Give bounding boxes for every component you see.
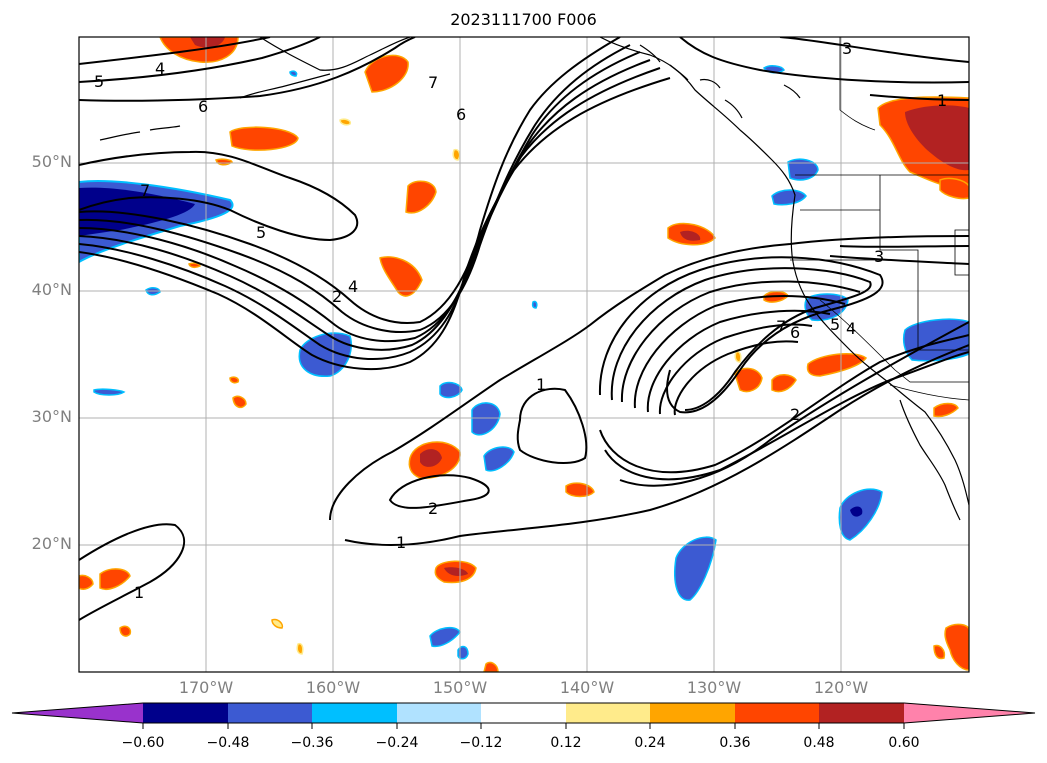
lat-label: 40°N [31, 280, 72, 299]
colorbar-bin [650, 703, 735, 723]
contour-label: 1 [396, 533, 406, 552]
colorbar-tick-label: 0.60 [888, 735, 920, 751]
contour-label: 7 [776, 317, 786, 336]
colorbar-tick-label: −0.48 [206, 735, 250, 751]
contour-labels: 5 4 6 7 5 4 2 6 7 3 1 3 7 6 5 4 1 2 1 2 … [94, 39, 947, 602]
colorbar-extend-low [12, 703, 143, 723]
contour-label: 2 [790, 405, 800, 424]
contour-label: 5 [94, 72, 104, 91]
colorbar-bin [735, 703, 819, 723]
lat-label: 20°N [31, 534, 72, 553]
gridlines [79, 37, 969, 672]
contour-label: 2 [332, 287, 342, 306]
contour-label: 6 [198, 97, 208, 116]
lon-label: 150°W [432, 678, 488, 697]
contour-label: 1 [937, 91, 947, 110]
lat-label: 30°N [31, 407, 72, 426]
contour-label: 5 [256, 223, 266, 242]
colorbar-bin [566, 703, 650, 723]
contour-label: 7 [428, 73, 438, 92]
lon-label: 130°W [686, 678, 742, 697]
contour-label: 1 [134, 583, 144, 602]
colorbar-bin [143, 703, 228, 723]
contour-label: 4 [155, 59, 165, 78]
colorbar-bin [397, 703, 481, 723]
contour-lines [79, 37, 969, 621]
coastlines [99, 37, 969, 521]
colorbar-tick-label: −0.24 [375, 735, 419, 751]
colorbar-tick-label: −0.60 [121, 735, 165, 751]
contour-label: 6 [790, 323, 800, 342]
contour-label: 5 [830, 315, 840, 334]
colorbar-tick-label: 0.12 [550, 735, 582, 751]
contour-label: 3 [842, 39, 852, 58]
contour-label: 4 [846, 319, 856, 338]
colorbar-bin [312, 703, 397, 723]
map-title: 2023111700 F006 [450, 10, 597, 29]
colorbar-tick-label: 0.48 [803, 735, 835, 751]
contour-label: 4 [348, 277, 358, 296]
contour-label: 3 [874, 247, 884, 266]
lon-label: 160°W [305, 678, 361, 697]
plot-frame [78, 36, 970, 673]
colorbar-tick-label: −0.12 [459, 735, 503, 751]
lon-label: 140°W [559, 678, 615, 697]
lon-label: 170°W [178, 678, 234, 697]
lat-label: 50°N [31, 152, 72, 171]
contour-label: 7 [140, 181, 150, 200]
colorbar-tick-label: 0.24 [634, 735, 666, 751]
colorbar [11, 702, 1036, 729]
colorbar-tick-label: −0.36 [290, 735, 334, 751]
contour-label: 6 [456, 105, 466, 124]
contour-label: 1 [536, 375, 546, 394]
colorbar-bin [481, 703, 566, 723]
colorbar-tick-label: 0.36 [719, 735, 751, 751]
colorbar-bin [228, 703, 312, 723]
lon-label: 120°W [813, 678, 869, 697]
political-borders [790, 37, 969, 401]
contour-label: 2 [428, 499, 438, 518]
colorbar-extend-high [904, 703, 1035, 723]
colorbar-bin [819, 703, 904, 723]
